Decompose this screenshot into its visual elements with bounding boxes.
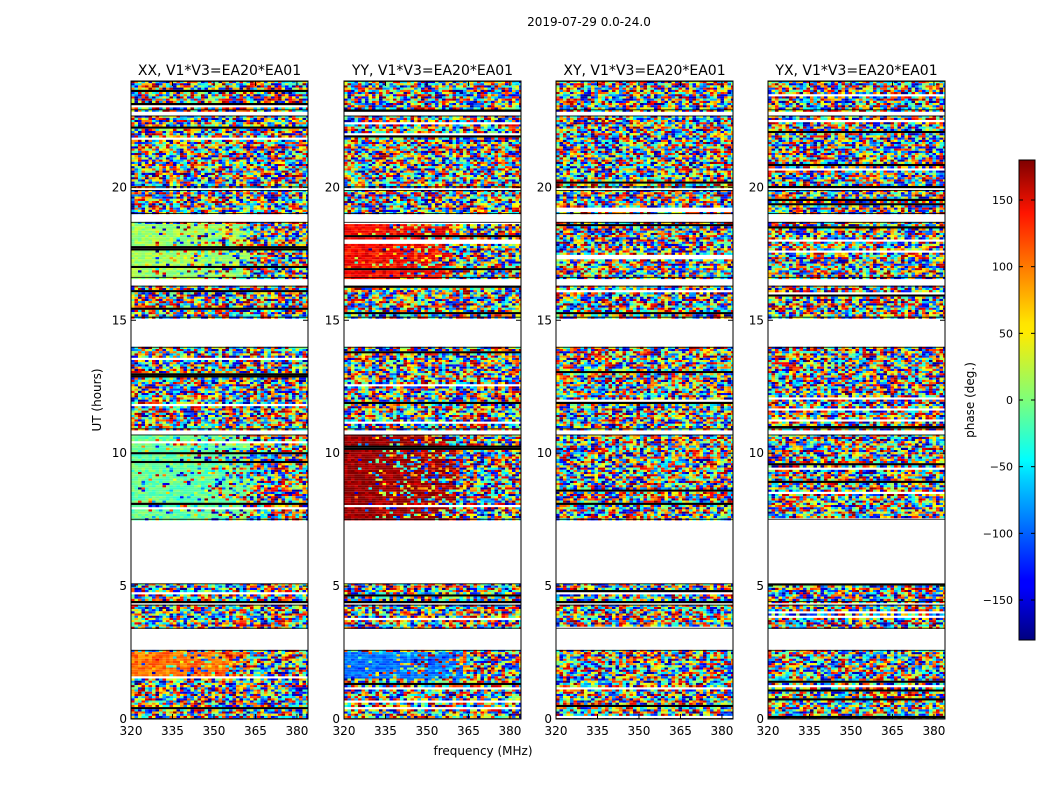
x-tick-label: 380	[285, 724, 308, 738]
y-tick-label: 5	[332, 579, 340, 593]
y-axis-label: UT (hours)	[90, 368, 104, 431]
colorbar-tick-label: 100	[992, 261, 1013, 274]
panel-xy: XY, V1*V3=EA20*EA01 320 335 350 365 380 0 5 10 15…	[537, 63, 734, 738]
colorbar-label: phase (deg.)	[963, 362, 977, 438]
x-tick-label: 365	[669, 724, 692, 738]
y-tick-label: 5	[544, 579, 552, 593]
axes-frame	[555, 80, 734, 720]
y-tick-label: 0	[756, 712, 764, 726]
panels-group: XX, V1*V3=EA20*EA01 320 335 350 365 380 0 5 10 15…	[112, 63, 946, 738]
y-tick-label: 20	[537, 180, 552, 194]
phase-image	[131, 81, 308, 719]
x-tick-label: 335	[161, 724, 184, 738]
x-tick-label: 380	[498, 724, 521, 738]
y-tick-label: 10	[112, 446, 127, 460]
colorbar-tick-label: −50	[990, 461, 1013, 474]
y-tick-label: 20	[749, 180, 764, 194]
panel-title: XY, V1*V3=EA20*EA01	[563, 63, 725, 79]
x-tick-label: 320	[757, 724, 780, 738]
panel-xx: XX, V1*V3=EA20*EA01 320 335 350 365 380 0 5 10 15…	[112, 63, 309, 738]
x-tick-label: 380	[710, 724, 733, 738]
axes-frame	[130, 80, 309, 720]
y-tick-label: 20	[325, 180, 340, 194]
y-tick-label: 5	[756, 579, 764, 593]
y-tick-label: 0	[544, 712, 552, 726]
panel-title: YX, V1*V3=EA20*EA01	[774, 63, 937, 79]
phase-image	[344, 81, 521, 719]
x-tick-label: 380	[922, 724, 945, 738]
colorbar-tick-label: 0	[1006, 394, 1013, 407]
y-tick-label: 5	[119, 579, 127, 593]
x-tick-label: 365	[457, 724, 480, 738]
colorbar-ticks: −150 −100 −50 0 50 100 150	[983, 194, 1035, 607]
y-tick-label: 15	[749, 313, 764, 327]
panel-yy: YY, V1*V3=EA20*EA01 320 335 350 365 380 0 5 10 15…	[325, 63, 522, 738]
y-tick-label: 0	[332, 712, 340, 726]
y-tick-label: 15	[325, 313, 340, 327]
y-tick-label: 15	[537, 313, 552, 327]
phase-image	[556, 81, 733, 719]
y-tick-label: 0	[119, 712, 127, 726]
colorbar-tick-label: 150	[992, 194, 1013, 207]
x-tick-label: 335	[798, 724, 821, 738]
y-tick-label: 10	[749, 446, 764, 460]
y-tick-label: 15	[112, 313, 127, 327]
x-tick-label: 335	[586, 724, 609, 738]
x-tick-label: 320	[333, 724, 356, 738]
panel-title: YY, V1*V3=EA20*EA01	[351, 63, 513, 79]
colorbar: phase (deg.) −150 −100 −50 0 50 100 150	[963, 159, 1036, 641]
x-tick-label: 365	[881, 724, 904, 738]
x-axis-label: frequency (MHz)	[433, 744, 532, 758]
x-tick-label: 365	[244, 724, 267, 738]
colorbar-tick-label: 50	[999, 327, 1013, 340]
axes-frame	[767, 80, 946, 720]
x-tick-label: 350	[628, 724, 651, 738]
panel-title: XX, V1*V3=EA20*EA01	[138, 63, 301, 79]
y-tick-label: 20	[112, 180, 127, 194]
x-tick-label: 335	[374, 724, 397, 738]
x-tick-label: 320	[120, 724, 143, 738]
figure-title: 2019-07-29 0.0-24.0	[527, 15, 651, 29]
colorbar-tick-label: −100	[983, 527, 1013, 540]
x-tick-label: 350	[416, 724, 439, 738]
x-tick-label: 320	[545, 724, 568, 738]
x-tick-label: 350	[840, 724, 863, 738]
panel-yx: YX, V1*V3=EA20*EA01 320 335 350 365 380 0 5 10 15…	[749, 63, 946, 738]
phase-image	[768, 81, 945, 719]
y-tick-label: 10	[537, 446, 552, 460]
y-tick-label: 10	[325, 446, 340, 460]
axes-frame	[343, 80, 522, 720]
x-tick-label: 350	[203, 724, 226, 738]
colorbar-tick-label: −150	[983, 594, 1013, 607]
